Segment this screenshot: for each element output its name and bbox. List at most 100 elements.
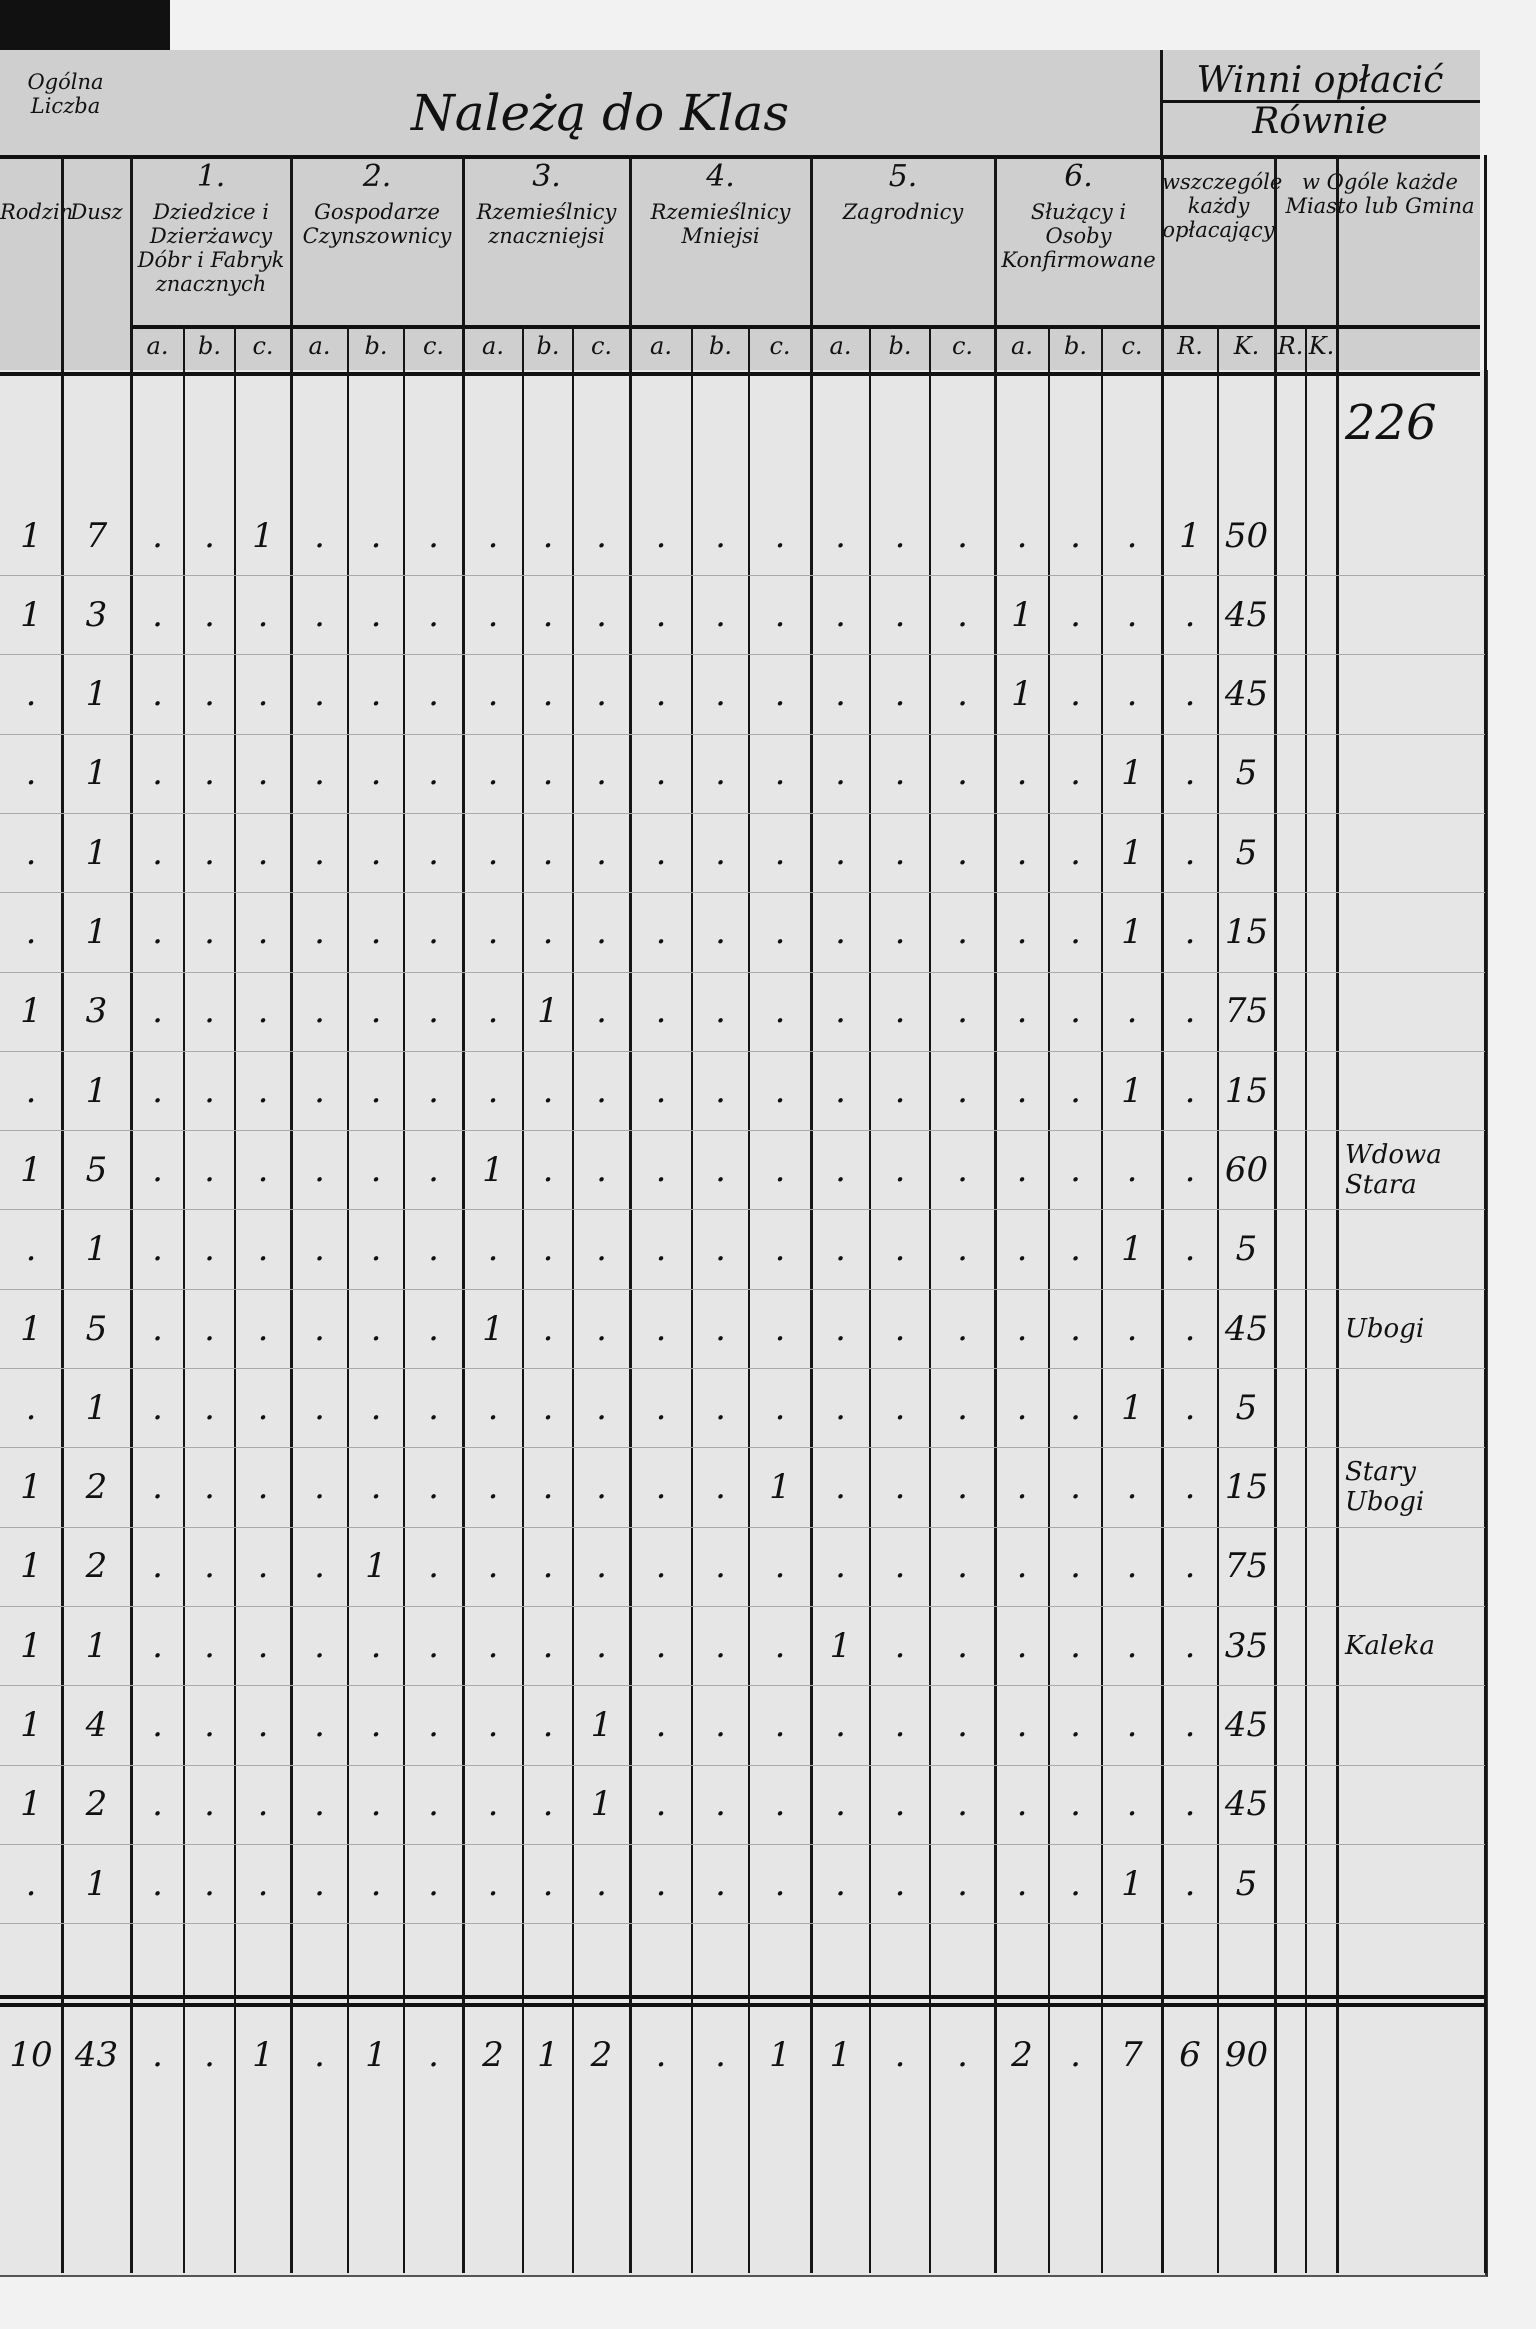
table-cell: . <box>774 1387 786 1428</box>
table-cell: . <box>314 1229 325 1270</box>
table-cell: 90 <box>1224 2034 1269 2075</box>
table-cell: . <box>1184 753 1196 794</box>
table-cell: . <box>957 1308 968 1349</box>
table-cell: . <box>257 594 269 635</box>
table-cell: . <box>894 1387 906 1428</box>
column-line <box>347 325 349 2273</box>
table-cell: . <box>1016 1387 1028 1428</box>
table-cell: . <box>715 515 726 556</box>
table-cell: . <box>152 753 163 794</box>
table-cell: . <box>1184 1229 1196 1270</box>
table-cell: 1 <box>20 1784 42 1825</box>
table-cell: . <box>596 1546 607 1587</box>
table-cell <box>1306 496 1337 575</box>
table-cell: . <box>314 2034 325 2075</box>
table-row: . 1............... 1... 45 <box>0 655 1485 735</box>
table-cell <box>1306 2015 1337 2094</box>
table-cell: . <box>370 594 382 635</box>
table-cell <box>1275 972 1306 1051</box>
table-cell <box>1275 655 1306 734</box>
table-cell: . <box>957 912 968 952</box>
remark-cell <box>1337 1765 1493 1844</box>
table-cell: 43 <box>74 2034 119 2075</box>
table-cell <box>1275 1368 1306 1447</box>
table-cell: . <box>957 674 968 715</box>
table-cell <box>1306 1765 1337 1844</box>
table-cell: . <box>655 1229 667 1270</box>
table-cell: . <box>152 515 163 556</box>
table-cell: . <box>257 1863 269 1904</box>
table-cell <box>1306 1210 1337 1289</box>
remark-cell <box>1337 496 1493 575</box>
table-cell: . <box>428 1070 439 1111</box>
table-cell: 6 <box>1179 2034 1201 2075</box>
table-cell: . <box>1070 2034 1081 2075</box>
table-cell: . <box>487 515 499 556</box>
table-cell: . <box>204 515 215 556</box>
subcolumn-label: c. <box>951 332 974 360</box>
column-line <box>691 325 693 2273</box>
table-cell: . <box>25 832 37 873</box>
table-cell: . <box>715 1784 726 1825</box>
table-cell <box>1275 1686 1306 1765</box>
subcolumn-label: a. <box>650 332 672 360</box>
class-label: Służący i Osoby Konfirmowane <box>1001 200 1156 273</box>
table-cell: . <box>428 1863 439 1904</box>
table-cell: . <box>204 674 215 715</box>
table-cell: . <box>152 1387 163 1428</box>
table-cell: . <box>542 1070 554 1111</box>
table-cell: . <box>596 674 607 715</box>
table-cell: . <box>715 2034 726 2075</box>
table-cell: . <box>204 1070 215 1111</box>
table-cell: . <box>542 1229 554 1270</box>
table-cell: . <box>1070 674 1081 715</box>
table-cell: . <box>1016 1546 1028 1587</box>
table-cell: . <box>1070 1705 1081 1745</box>
table-cell: . <box>835 912 846 952</box>
subcolumn-label: a. <box>482 332 504 360</box>
table-cell: . <box>257 1387 269 1428</box>
table-cell: . <box>314 515 325 556</box>
table-cell: . <box>257 1625 269 1666</box>
table-cell <box>1275 2015 1306 2094</box>
table-cell: . <box>1184 1705 1196 1745</box>
table-cell: . <box>715 991 726 1032</box>
table-cell: . <box>596 991 607 1032</box>
table-cell: . <box>487 1229 499 1270</box>
subcolumn-label: b. <box>1064 332 1087 360</box>
table-row: 1 5...... 1............ 60 Wdowa Stara <box>0 1130 1485 1211</box>
table-cell: . <box>774 991 786 1032</box>
table-cell: 1 <box>1011 674 1033 715</box>
table-cell: . <box>1184 912 1196 952</box>
table-cell: . <box>487 1863 499 1904</box>
table-cell: . <box>894 2034 906 2075</box>
table-cell: . <box>1070 753 1081 794</box>
table-cell: 5 <box>85 1149 108 1190</box>
table-cell: . <box>715 1229 726 1270</box>
table-cell: . <box>314 832 325 873</box>
pay-total-label: w Ogóle każde Miasto lub Gmina <box>1285 170 1475 219</box>
subcolumn-label: c. <box>1121 332 1143 360</box>
table-cell <box>1306 1844 1337 1923</box>
ledger-page <box>0 370 1488 2277</box>
table-cell: . <box>487 1784 499 1825</box>
table-cell: . <box>655 1784 667 1825</box>
table-cell <box>1275 1210 1306 1289</box>
table-cell: . <box>957 1149 968 1190</box>
table-cell: 1 <box>20 1546 42 1587</box>
table-row: . 1................. 1. 5 <box>0 734 1485 814</box>
table-cell: . <box>314 1467 325 1508</box>
table-cell <box>1306 1448 1337 1527</box>
table-cell: . <box>1070 594 1081 635</box>
table-cell: . <box>1126 1784 1138 1825</box>
table-cell: . <box>152 1546 163 1587</box>
remark-cell: Stary Ubogi <box>1345 1457 1425 1518</box>
table-cell: . <box>152 1784 163 1825</box>
table-cell: . <box>774 1705 786 1745</box>
table-cell: . <box>894 674 906 715</box>
table-cell: 1 <box>20 991 42 1032</box>
table-row: 1 1............ 1...... 35 Kaleka <box>0 1606 1485 1687</box>
table-cell: 2 <box>85 1467 108 1508</box>
table-cell: . <box>370 832 382 873</box>
table-cell: 1 <box>85 832 108 873</box>
